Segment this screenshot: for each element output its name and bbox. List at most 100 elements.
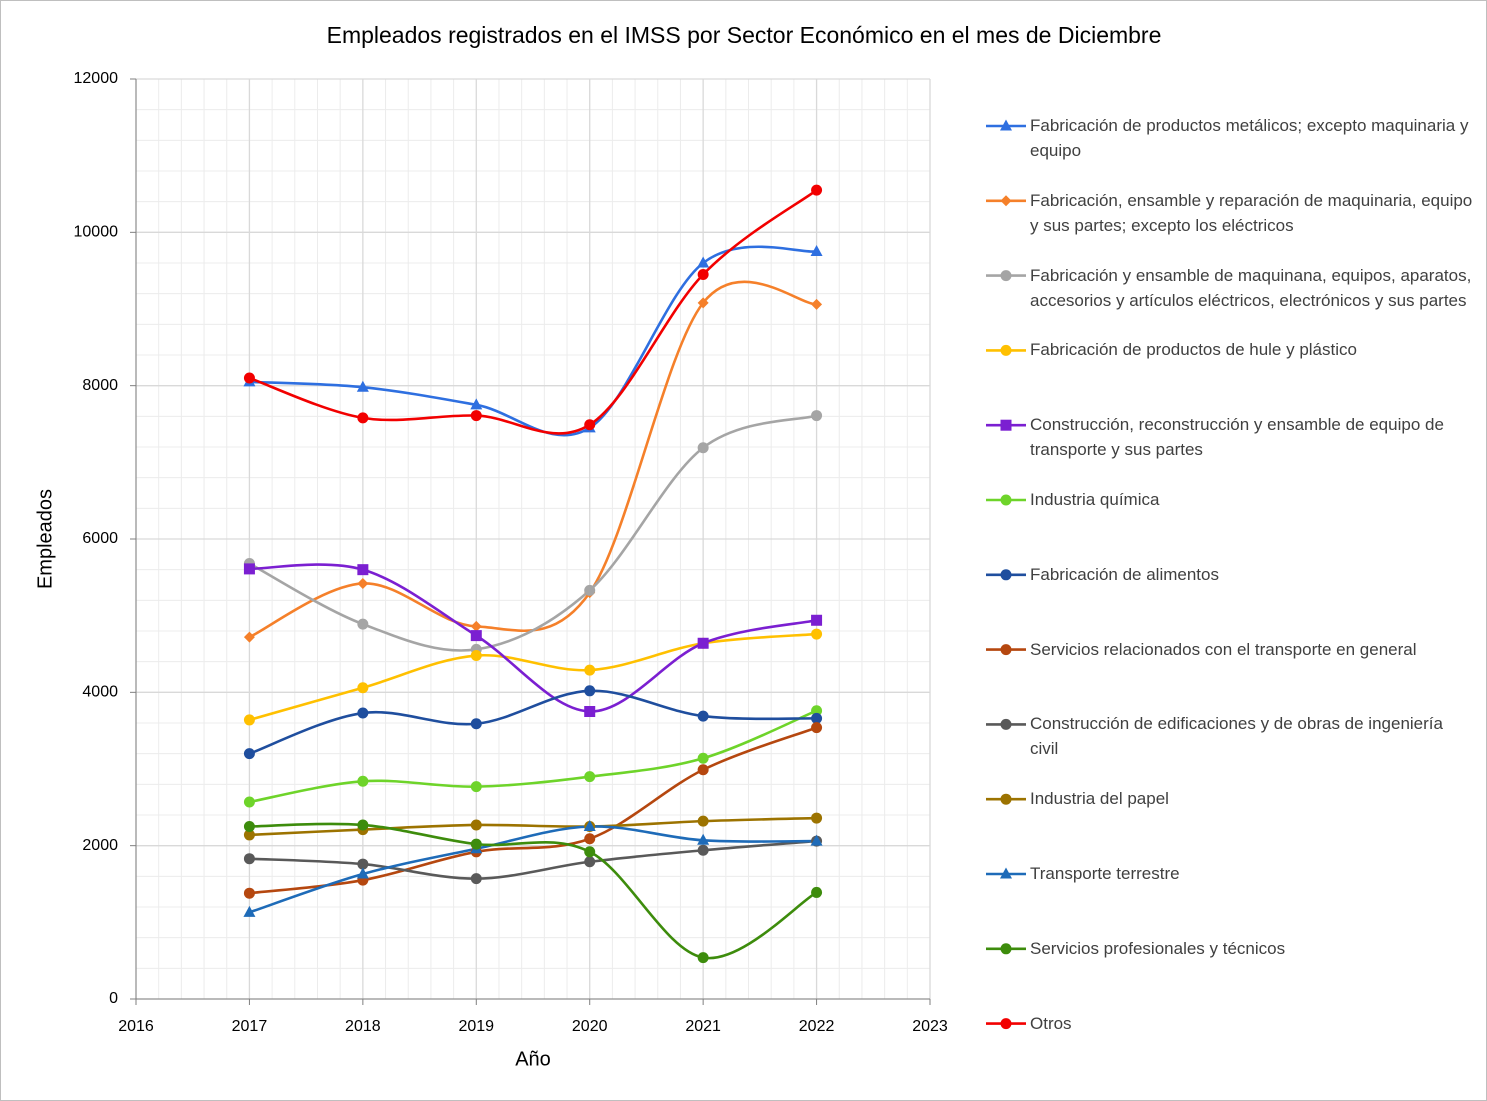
marker (810, 834, 823, 846)
series-markers (243, 184, 823, 964)
marker (697, 844, 709, 856)
x-tick-label: 2017 (232, 1018, 268, 1035)
x-tick-label: 2023 (912, 1018, 948, 1035)
marker (243, 714, 255, 726)
marker (470, 630, 482, 642)
marker (243, 631, 255, 643)
legend-label: Otros (1030, 1013, 1072, 1033)
marker (357, 412, 369, 424)
legend-label: Construcción de edificaciones y de obras… (1030, 714, 1443, 759)
marker (811, 812, 823, 824)
series-line (248, 414, 817, 652)
series-line (249, 726, 818, 895)
marker (811, 628, 823, 640)
legend-marker (1000, 1018, 1012, 1030)
y-tick-label: 6000 (82, 530, 118, 547)
x-tick-label: 2021 (685, 1018, 721, 1035)
y-tick-label: 8000 (82, 377, 118, 394)
marker (697, 637, 709, 649)
marker (470, 650, 482, 662)
series-line (249, 709, 818, 804)
marker (810, 245, 823, 256)
marker (357, 858, 369, 870)
legend-marker (1000, 494, 1012, 506)
marker (697, 269, 709, 280)
marker (584, 771, 596, 783)
marker (697, 297, 709, 309)
marker (243, 887, 255, 899)
legend-marker (1000, 718, 1012, 730)
marker (584, 584, 596, 596)
marker (584, 685, 596, 697)
y-tick-label: 4000 (82, 684, 118, 701)
legend-label: Servicios profesionales y técnicos (1030, 938, 1286, 958)
series-lines (248, 189, 818, 960)
chart-title: Empleados registrados en el IMSS por Sec… (327, 22, 1162, 48)
series-line (249, 816, 817, 837)
marker (357, 682, 369, 694)
legend-marker (1000, 419, 1012, 431)
marker (243, 563, 255, 575)
marker (357, 707, 369, 719)
marker (243, 821, 255, 832)
marker (811, 614, 823, 626)
y-tick-label: 2000 (82, 837, 118, 854)
x-axis-label: Año (515, 1048, 551, 1070)
marker (243, 905, 256, 917)
x-tick-label: 2020 (572, 1018, 608, 1035)
y-tick-label: 10000 (74, 224, 119, 241)
marker (470, 838, 482, 850)
marker (697, 752, 709, 764)
marker (584, 856, 596, 868)
series-line (249, 245, 817, 437)
marker (811, 410, 823, 422)
marker (357, 819, 369, 831)
legend-label: Servicios relacionados con el transporte… (1030, 639, 1417, 659)
marker (243, 853, 255, 865)
grid (135, 78, 931, 1000)
marker (811, 184, 823, 196)
series-line (249, 563, 817, 713)
marker (470, 410, 482, 422)
series-line (249, 825, 817, 914)
marker (811, 712, 823, 724)
marker (470, 398, 483, 410)
series-line (248, 189, 818, 435)
x-tick-label: 2019 (458, 1018, 494, 1035)
legend-label: Fabricación de productos metálicos; exce… (1030, 116, 1469, 160)
marker (697, 952, 709, 964)
marker (811, 722, 823, 734)
marker (470, 620, 482, 632)
series-line (248, 689, 817, 755)
marker (697, 815, 709, 827)
marker (470, 718, 482, 730)
legend-label: Fabricación, ensamble y reparación de ma… (1030, 190, 1473, 235)
marker (584, 706, 596, 717)
marker (356, 867, 369, 879)
marker (357, 775, 369, 787)
legend-marker (1000, 793, 1012, 805)
y-tick-label: 12000 (74, 70, 119, 87)
legend-label: Industria química (1030, 490, 1160, 509)
x-tick-label: 2016 (118, 1018, 154, 1035)
series-line (249, 632, 817, 722)
legend-label: Transporte terrestre (1030, 864, 1180, 883)
legend-label: Industria del papel (1030, 789, 1169, 809)
marker (697, 764, 709, 776)
marker (243, 829, 255, 841)
legend-marker (1000, 943, 1012, 955)
legend-marker (1000, 644, 1012, 656)
marker (470, 873, 482, 885)
legend-marker (1000, 867, 1012, 879)
series-line (248, 280, 817, 639)
marker (584, 833, 596, 845)
legend-label: Fabricación de productos de hule y plást… (1030, 340, 1357, 360)
marker (811, 886, 823, 898)
marker (811, 298, 823, 310)
marker (357, 618, 369, 630)
marker (583, 820, 596, 831)
marker (243, 372, 255, 384)
y-axis-label: Empleados (34, 489, 56, 589)
legend-marker (1000, 270, 1012, 282)
